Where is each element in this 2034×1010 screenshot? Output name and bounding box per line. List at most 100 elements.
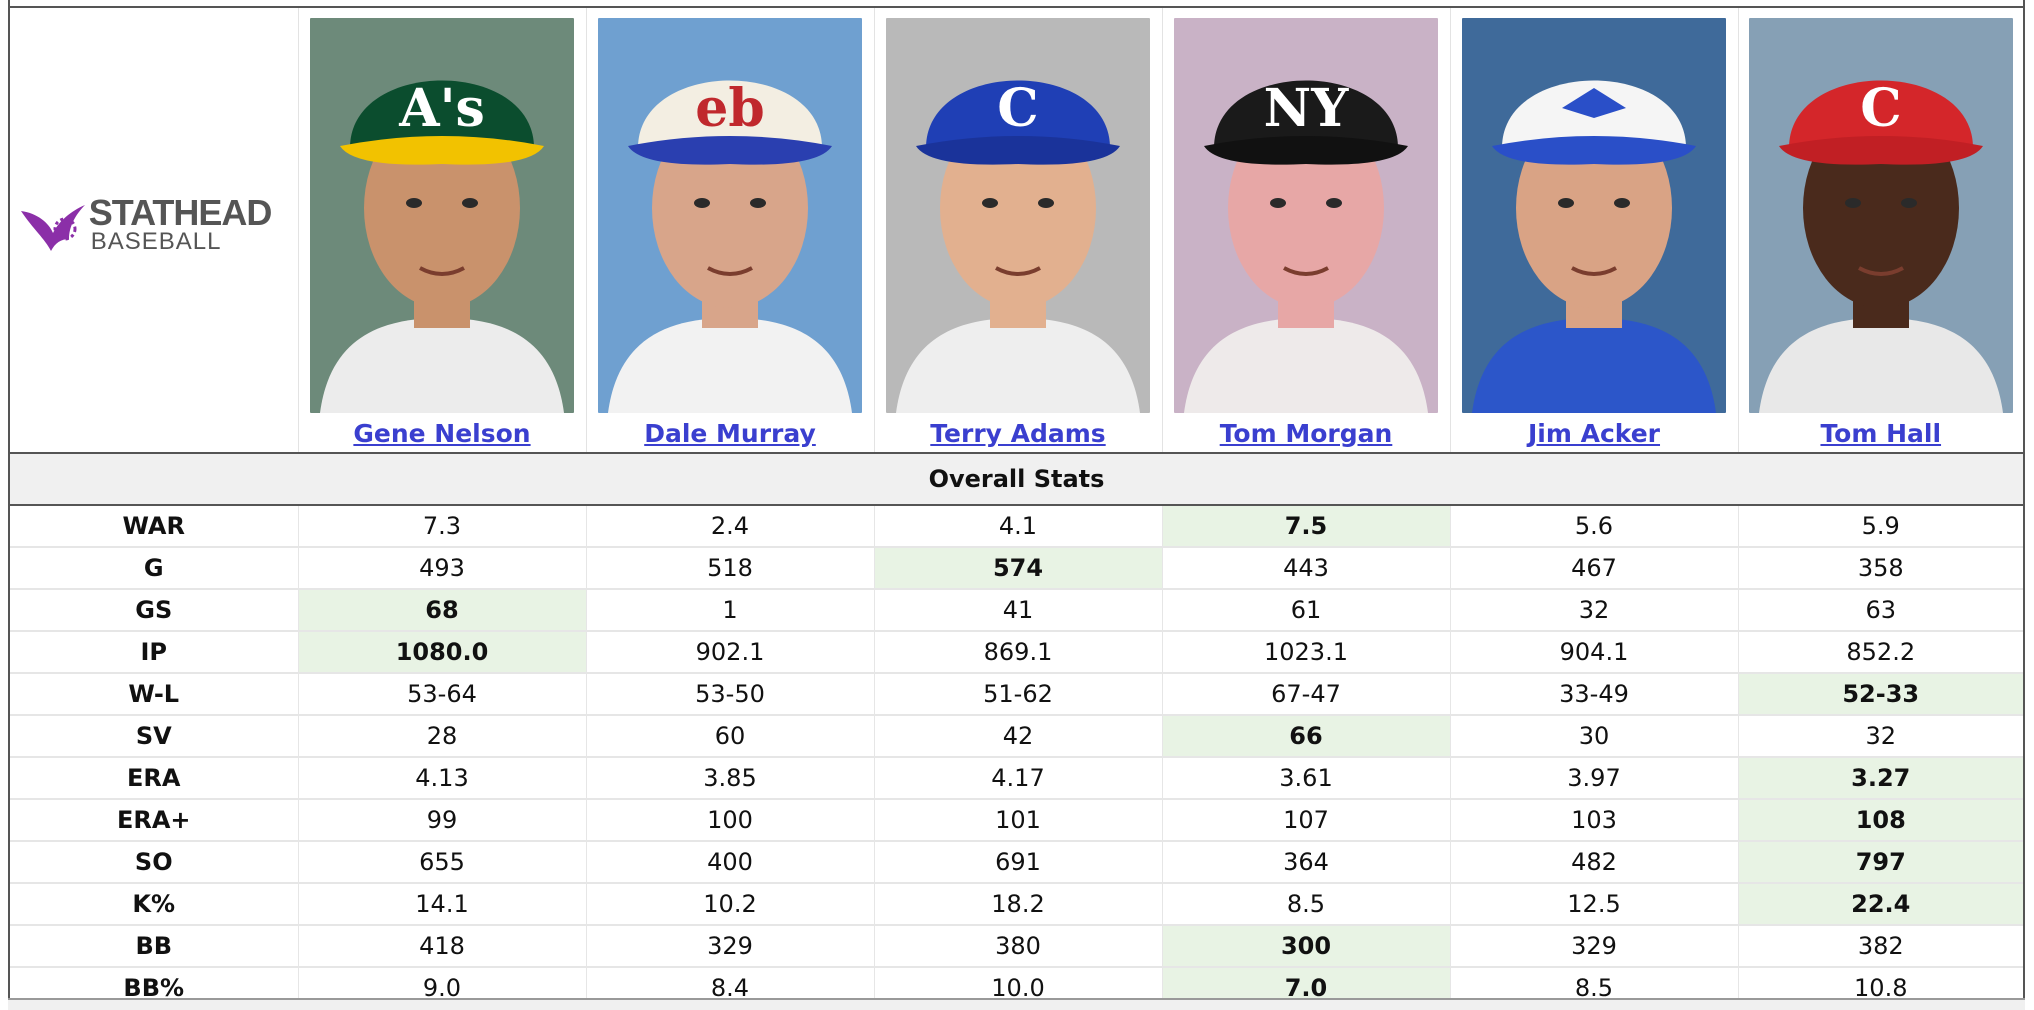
stat-value: 3.85 [586,757,875,800]
stat-label: SO [10,841,299,884]
stat-row: IP 1080.0 902.1 869.1 1023.1 904.1 852.2 [10,631,2023,674]
player-name-link[interactable]: Tom Morgan [1219,418,1393,448]
left-eye [1558,197,1574,208]
stat-row: SV 28 60 42 66 30 32 [10,715,2023,758]
stat-row: SO 655 400 691 364 482 797 [10,841,2023,884]
player-photo[interactable]: A's [310,17,574,413]
player-name-link[interactable]: Terry Adams [930,418,1106,448]
right-eye [1326,197,1342,208]
player-header-row: STATHEAD BASEBALL A's Gene Nelson eb Dale M… [10,8,2023,453]
table-frame [8,0,2025,1008]
table-top-border [8,6,2025,8]
jersey-shape [608,317,852,413]
stat-value-leader: 1080.0 [298,631,587,674]
stat-label: SV [10,715,299,758]
stat-value-leader: 68 [298,589,587,632]
stat-value: 8.5 [1162,883,1451,926]
stat-label: K% [10,883,299,926]
table-bottom-border [8,998,2025,1010]
logo-line-2: BASEBALL [90,228,222,255]
cap-crown [926,80,1110,148]
stat-value: 99 [298,799,587,842]
logo-cell: STATHEAD BASEBALL [10,8,299,453]
stat-value: 400 [586,841,875,884]
player-photo[interactable]: eb [598,17,862,413]
player-portrait-icon: NY [1174,17,1438,413]
player-portrait-icon: eb [598,17,862,413]
stat-value: 655 [298,841,587,884]
stat-value: 418 [298,925,587,968]
stathead-wing-icon [20,205,85,251]
player-name-link[interactable]: Tom Hall [1820,418,1942,448]
cap-brim [1204,135,1408,165]
player-name-link[interactable]: Dale Murray [644,418,816,448]
stat-value: 41 [874,589,1163,632]
stat-value: 107 [1162,799,1451,842]
stat-value: 100 [586,799,875,842]
stat-value: 33-49 [1450,673,1739,716]
jersey-shape [1758,317,2003,413]
cap-brim [1778,135,1983,165]
stat-value-leader: 3.27 [1738,757,2023,800]
stat-label: W-L [10,673,299,716]
player-name-link[interactable]: Gene Nelson [353,418,531,448]
player-cell: C Terry Adams [874,8,1163,453]
player-portrait-icon: C [886,17,1150,413]
stat-value: 53-50 [586,673,875,716]
cap-brim [628,135,832,165]
player-photo[interactable] [1462,17,1726,413]
stat-value: 2.4 [586,505,875,548]
player-name-link[interactable]: Jim Acker [1527,418,1661,448]
player-cell: NY Tom Morgan [1162,8,1451,453]
stat-value: 7.3 [298,505,587,548]
stat-label: WAR [10,505,299,548]
cap-brim [340,135,544,165]
stat-value: 5.6 [1450,505,1739,548]
right-eye [462,197,478,208]
player-portrait-icon: C [1748,17,2013,413]
stathead-logo[interactable]: STATHEAD BASEBALL [19,193,289,263]
stat-value: 382 [1738,925,2023,968]
stat-value-leader: 300 [1162,925,1451,968]
mouth-line [1571,265,1617,276]
right-eye [1038,197,1054,208]
player-cell: A's Gene Nelson [298,8,587,453]
stat-value: 852.2 [1738,631,2023,674]
stat-row: ERA 4.13 3.85 4.17 3.61 3.97 3.27 [10,757,2023,800]
stat-value: 14.1 [298,883,587,926]
jersey-shape [896,317,1140,413]
stat-value: 18.2 [874,883,1163,926]
cap-crown [350,80,534,148]
stat-label: IP [10,631,299,674]
cap-logo [1562,87,1626,118]
cap-logo: C [997,78,1038,139]
player-portrait-icon: A's [310,17,574,413]
stat-value: 32 [1738,715,2023,758]
stat-value: 51-62 [874,673,1163,716]
stat-row: GS 68 1 41 61 32 63 [10,589,2023,632]
stat-value: 358 [1738,547,2023,590]
player-photo[interactable]: C [886,17,1150,413]
stat-row: ERA+ 99 100 101 107 103 108 [10,799,2023,842]
stat-value-leader: 52-33 [1738,673,2023,716]
stat-value: 32 [1450,589,1739,632]
cap-brim [916,135,1120,165]
stat-value: 869.1 [874,631,1163,674]
stat-value: 443 [1162,547,1451,590]
stat-value-leader: 22.4 [1738,883,2023,926]
left-eye [406,197,422,208]
stat-value: 482 [1450,841,1739,884]
stat-value: 4.1 [874,505,1163,548]
cap-crown [1788,80,1973,148]
jersey-shape [320,317,564,413]
stat-row: BB 418 329 380 300 329 382 [10,925,2023,968]
stat-label: ERA [10,757,299,800]
player-photo[interactable]: NY [1174,17,1438,413]
cap-logo: A's [398,78,485,139]
stat-value: 518 [586,547,875,590]
jersey-shape [1472,317,1716,413]
player-cell: Jim Acker [1450,8,1739,453]
logo-line-1: STATHEAD [88,192,273,233]
player-portrait-icon [1462,17,1726,413]
player-photo[interactable]: C [1748,17,2013,413]
